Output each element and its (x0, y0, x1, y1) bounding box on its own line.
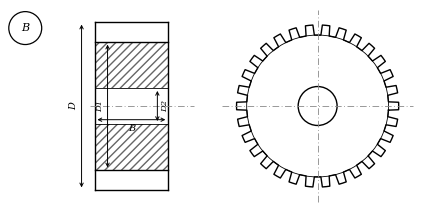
Text: B: B (128, 124, 135, 133)
Text: D2: D2 (161, 100, 169, 112)
Bar (95, 124, 168, 170)
Text: B: B (21, 23, 29, 33)
Bar (95, 42, 168, 88)
Text: D: D (69, 102, 78, 110)
Text: D1: D1 (96, 100, 104, 112)
